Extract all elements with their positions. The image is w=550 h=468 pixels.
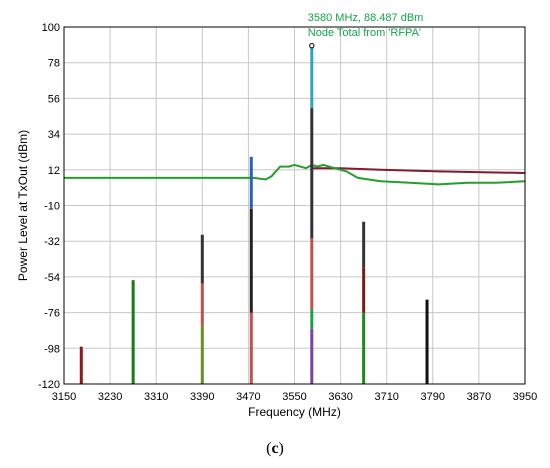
x-tick-label: 3870 (467, 391, 491, 403)
x-tick-label: 3630 (328, 391, 352, 403)
annotation-line-2: Node Total from 'RFPA' (308, 27, 421, 39)
x-tick-label: 3470 (236, 391, 260, 403)
y-tick-label: -98 (44, 343, 60, 355)
y-tick-label: 100 (42, 22, 60, 34)
x-tick-label: 3710 (374, 391, 398, 403)
y-tick-label: 78 (48, 58, 60, 70)
annotation-line-1: 3580 MHz, 88.487 dBm (308, 12, 424, 24)
y-tick-label: -120 (38, 379, 60, 391)
x-tick-label: 3390 (190, 391, 214, 403)
y-tick-label: -54 (44, 272, 60, 284)
x-tick-label: 3790 (421, 391, 445, 403)
y-tick-label: 12 (48, 165, 60, 177)
peak-marker (309, 42, 315, 49)
x-tick-label: 3950 (513, 391, 537, 403)
x-axis-label: Frequency (MHz) (248, 405, 341, 419)
series-line-1 (311, 167, 526, 174)
x-tick-label: 3230 (98, 391, 122, 403)
y-tick-label: -10 (44, 201, 60, 213)
x-tick-label: 3310 (144, 391, 168, 403)
y-axis-label: Power Level at TxOut (dBm) (16, 130, 30, 281)
y-tick-label: -76 (44, 308, 60, 320)
x-tick-labels: 3150 3230 3310 3390 3470 3550 3630 3710 3790 3870… (52, 391, 537, 403)
stem-layer (79, 45, 429, 384)
x-tick-label: 3150 (52, 391, 76, 403)
y-tick-labels: 100 78 56 34 12 -10 -32 -54 -76 -98 -120 (38, 22, 60, 391)
series-line-2 (64, 163, 526, 186)
plot-frame (63, 26, 526, 385)
y-tick-label: 34 (48, 129, 60, 141)
series-layer (64, 163, 526, 186)
x-tick-label: 3550 (282, 391, 306, 403)
y-tick-label: 56 (48, 93, 60, 105)
y-tick-label: -32 (44, 236, 60, 248)
figure-caption: (c) (266, 440, 284, 457)
